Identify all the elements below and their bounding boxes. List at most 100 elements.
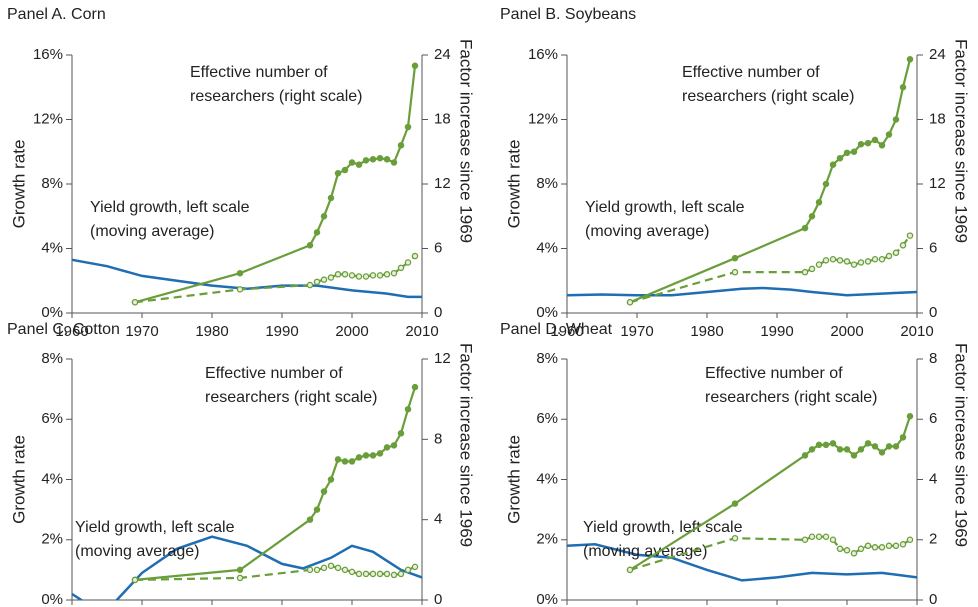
data-point	[906, 412, 914, 420]
data-point	[808, 533, 816, 540]
data-point	[306, 281, 314, 289]
data-point	[857, 545, 865, 553]
series-annotation: (moving average)	[75, 543, 200, 560]
data-point	[850, 148, 858, 155]
data-point	[327, 194, 335, 202]
data-point	[390, 159, 398, 166]
data-point	[808, 265, 816, 273]
data-point	[334, 271, 342, 278]
data-point	[878, 142, 886, 149]
data-point	[369, 272, 377, 279]
data-point	[878, 544, 886, 551]
data-point	[836, 545, 844, 553]
y2-tick-label: 0	[929, 304, 937, 321]
data-point	[369, 570, 377, 578]
y2-tick-label: 0	[434, 304, 442, 321]
series-line	[566, 286, 918, 297]
x-tick-label: 1980	[690, 323, 723, 340]
data-point	[871, 544, 879, 551]
y-tick-label: 0%	[536, 304, 558, 321]
data-point	[801, 268, 809, 276]
y2-tick-label: 8	[434, 430, 442, 447]
y2-tick-label: 18	[929, 110, 946, 127]
y-tick-label: 16%	[33, 46, 63, 63]
data-point	[878, 449, 886, 456]
data-point	[348, 272, 356, 279]
y2-tick-label: 6	[929, 410, 937, 427]
data-point	[383, 570, 391, 578]
data-point	[899, 434, 907, 441]
data-point	[411, 62, 419, 70]
data-point	[236, 566, 244, 574]
data-point	[383, 156, 391, 163]
data-point	[320, 488, 328, 495]
data-point	[313, 229, 321, 236]
data-point	[341, 566, 349, 574]
y-tick-label: 8%	[536, 175, 558, 192]
data-point	[829, 161, 837, 168]
data-point	[808, 212, 816, 220]
data-point	[369, 452, 377, 459]
series-annotation: researchers (right scale)	[205, 389, 378, 406]
data-point	[348, 159, 356, 166]
data-point	[822, 533, 830, 540]
data-point	[892, 542, 900, 550]
series-annotation: Yield growth, left scale	[90, 199, 250, 216]
data-point	[327, 476, 335, 483]
series-annotation: Yield growth, left scale	[75, 519, 235, 536]
data-point	[815, 533, 823, 540]
data-point	[885, 131, 893, 138]
data-point	[731, 254, 739, 262]
data-point	[355, 570, 363, 578]
data-point	[843, 446, 851, 453]
data-point	[341, 271, 349, 278]
data-point	[236, 574, 244, 582]
data-point	[843, 149, 851, 157]
x-tick-label: 2010	[900, 323, 933, 340]
data-point	[871, 136, 879, 144]
data-point	[362, 157, 370, 164]
series-annotation: Effective number of	[705, 365, 843, 382]
y2-tick-label: 0	[929, 591, 937, 607]
data-point	[899, 84, 907, 91]
data-point	[383, 444, 391, 451]
data-point	[397, 142, 405, 149]
x-tick-label: 2000	[830, 323, 863, 340]
data-point	[829, 440, 837, 447]
data-point	[313, 566, 321, 574]
data-point	[864, 440, 872, 447]
data-point	[355, 273, 363, 280]
data-point	[397, 430, 405, 437]
data-point	[892, 249, 900, 257]
series-annotation: (moving average)	[90, 223, 215, 240]
data-point	[236, 286, 244, 293]
y-tick-label: 4%	[536, 239, 558, 256]
data-point	[850, 550, 858, 557]
data-point	[892, 116, 900, 123]
panel-title: Panel D. Wheat	[500, 321, 613, 338]
y2-axis-label: Factor increase since 1969	[952, 343, 971, 547]
series-annotation: researchers (right scale)	[705, 389, 878, 406]
x-tick-label: 2010	[405, 323, 438, 340]
data-point	[411, 252, 419, 260]
data-point	[327, 562, 335, 570]
data-point	[906, 232, 914, 239]
data-point	[626, 298, 634, 306]
data-point	[313, 506, 321, 513]
data-point	[411, 383, 419, 391]
y2-tick-label: 24	[929, 46, 946, 63]
y2-tick-label: 6	[929, 239, 937, 256]
data-point	[801, 536, 809, 544]
data-point	[899, 242, 907, 249]
y2-tick-label: 6	[434, 239, 442, 256]
data-point	[899, 541, 907, 548]
y2-axis-label: Factor increase since 1969	[952, 39, 971, 243]
y2-tick-label: 18	[434, 110, 451, 127]
data-point	[362, 273, 370, 280]
data-point	[320, 276, 328, 283]
data-point	[857, 446, 865, 453]
data-point	[857, 259, 865, 266]
y-tick-label: 8%	[41, 350, 63, 367]
y-tick-label: 16%	[528, 46, 558, 63]
data-point	[843, 547, 851, 554]
